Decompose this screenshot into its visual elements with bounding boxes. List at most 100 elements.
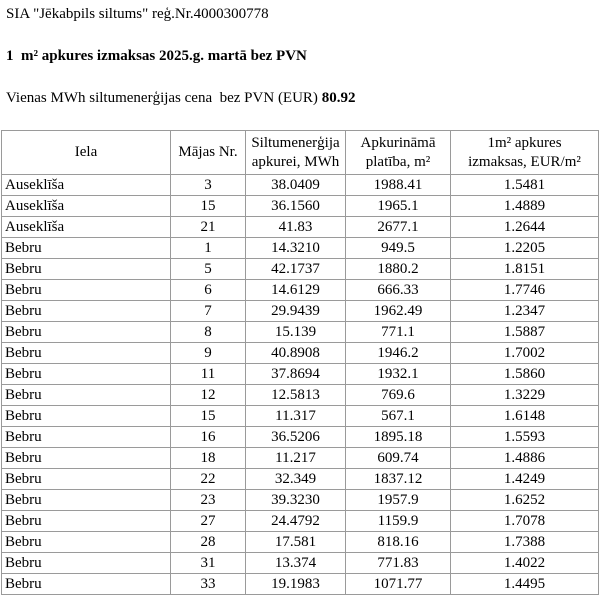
table-cell: 41.83 — [245, 216, 346, 238]
table-body: Auseklīša 3 38.0409 1988.41 1.5481 Auseklīša 1… — [1, 174, 599, 595]
table-cell: 1.4022 — [450, 552, 599, 574]
column-header: 1m² apkures izmaksas, EUR/m² — [450, 130, 599, 175]
header-row: Iela Mājas Nr. Siltumenerģija apkurei, MWh A… — [1, 130, 599, 175]
table-cell: 949.5 — [345, 237, 451, 259]
table-row: Bebru 18 11.217 609.74 1.4886 — [1, 447, 599, 469]
table-cell: 1837.12 — [345, 468, 451, 490]
table-cell: Bebru — [1, 279, 171, 301]
table-cell: 567.1 — [345, 405, 451, 427]
table-cell: 12.5813 — [245, 384, 346, 406]
table-cell: 15.139 — [245, 321, 346, 343]
table-row: Bebru 11 37.8694 1932.1 1.5860 — [1, 363, 599, 385]
table-row: Bebru 8 15.139 771.1 1.5887 — [1, 321, 599, 343]
table-row: Auseklīša 3 38.0409 1988.41 1.5481 — [1, 174, 599, 196]
table-cell: 29.9439 — [245, 300, 346, 322]
table-cell: 1.3229 — [450, 384, 599, 406]
table-row: Auseklīša 15 36.1560 1965.1 1.4889 — [1, 195, 599, 217]
table-cell: 19.1983 — [245, 573, 346, 595]
header-text: 1m² apkures — [487, 134, 562, 151]
table-cell: 7 — [170, 300, 246, 322]
column-header: Mājas Nr. — [170, 130, 246, 175]
table-cell: 22 — [170, 468, 246, 490]
table-cell: 1962.49 — [345, 300, 451, 322]
table-cell: 38.0409 — [245, 174, 346, 196]
table-cell: 1.4886 — [450, 447, 599, 469]
table-cell: 5 — [170, 258, 246, 280]
table-cell: 609.74 — [345, 447, 451, 469]
table-cell: 13.374 — [245, 552, 346, 574]
table-cell: 3 — [170, 174, 246, 196]
table-cell: 1071.77 — [345, 573, 451, 595]
title: 1 m² apkures izmaksas 2025.g. martā bez … — [6, 48, 307, 64]
price-value: 80.92 — [321, 90, 356, 106]
table-row: Bebru 9 40.8908 1946.2 1.7002 — [1, 342, 599, 364]
table-cell: Bebru — [1, 237, 171, 259]
table-cell: 1.2347 — [450, 300, 599, 322]
table-cell: 1957.9 — [345, 489, 451, 511]
table-cell: 1.4495 — [450, 573, 599, 595]
table-cell: 818.16 — [345, 531, 451, 553]
table-cell: 771.1 — [345, 321, 451, 343]
table-cell: 24.4792 — [245, 510, 346, 532]
table-cell: 32.349 — [245, 468, 346, 490]
company-line: SIA "Jēkabpils siltums" reģ.Nr.400030077… — [6, 6, 269, 22]
table-cell: Bebru — [1, 300, 171, 322]
table-cell: 33 — [170, 573, 246, 595]
table-row: Bebru 6 14.6129 666.33 1.7746 — [1, 279, 599, 301]
header-text: Mājas Nr. — [178, 144, 238, 160]
header-text: apkurei, MWh — [251, 153, 340, 170]
table-cell: 1.7078 — [450, 510, 599, 532]
table-cell: 2677.1 — [345, 216, 451, 238]
price-label: Vienas MWh siltumenerģijas cena bez PVN … — [6, 90, 318, 106]
table-cell: 8 — [170, 321, 246, 343]
table-cell: Bebru — [1, 531, 171, 553]
table-cell: 12 — [170, 384, 246, 406]
table-cell: 769.6 — [345, 384, 451, 406]
table-cell: Bebru — [1, 447, 171, 469]
table-cell: 771.83 — [345, 552, 451, 574]
table-cell: 31 — [170, 552, 246, 574]
table-cell: Bebru — [1, 405, 171, 427]
table-cell: 1.6252 — [450, 489, 599, 511]
table-cell: Bebru — [1, 342, 171, 364]
column-header: Iela — [1, 130, 171, 175]
table-cell: 1880.2 — [345, 258, 451, 280]
column-header: Apkurināmā platība, m² — [345, 130, 451, 175]
header-text: Apkurināmā — [360, 134, 436, 151]
table-cell: 1.7002 — [450, 342, 599, 364]
table-cell: 1.7388 — [450, 531, 599, 553]
table-cell: 1.5860 — [450, 363, 599, 385]
price-line: Vienas MWh siltumenerģijas cena bez PVN … — [6, 90, 355, 107]
table-cell: 666.33 — [345, 279, 451, 301]
table-cell: 36.1560 — [245, 195, 346, 217]
table-cell: 1.2205 — [450, 237, 599, 259]
table-cell: 1.5887 — [450, 321, 599, 343]
column-header: Siltumenerģija apkurei, MWh — [245, 130, 346, 175]
table-cell: 6 — [170, 279, 246, 301]
header-text: izmaksas, EUR/m² — [468, 153, 581, 170]
table-row: Bebru 33 19.1983 1071.77 1.4495 — [1, 573, 599, 595]
table-cell: 9 — [170, 342, 246, 364]
table-cell: Bebru — [1, 510, 171, 532]
table-row: Auseklīša 21 41.83 2677.1 1.2644 — [1, 216, 599, 238]
table-row: Bebru 1 14.3210 949.5 1.2205 — [1, 237, 599, 259]
table-cell: 1.5481 — [450, 174, 599, 196]
table-cell: 1.4889 — [450, 195, 599, 217]
table-row: Bebru 7 29.9439 1962.49 1.2347 — [1, 300, 599, 322]
table-cell: 1946.2 — [345, 342, 451, 364]
table-cell: Auseklīša — [1, 195, 171, 217]
table-row: Bebru 5 42.1737 1880.2 1.8151 — [1, 258, 599, 280]
table-cell: 1988.41 — [345, 174, 451, 196]
table-cell: 1.7746 — [450, 279, 599, 301]
table-cell: 36.5206 — [245, 426, 346, 448]
table-cell: Bebru — [1, 426, 171, 448]
table-cell: Bebru — [1, 573, 171, 595]
table-cell: 14.6129 — [245, 279, 346, 301]
table-cell: Auseklīša — [1, 216, 171, 238]
table-cell: 11.217 — [245, 447, 346, 469]
table-cell: Bebru — [1, 552, 171, 574]
table-row: Bebru 28 17.581 818.16 1.7388 — [1, 531, 599, 553]
table-cell: 14.3210 — [245, 237, 346, 259]
cost-table: Iela Mājas Nr. Siltumenerģija apkurei, MWh A… — [1, 130, 599, 595]
